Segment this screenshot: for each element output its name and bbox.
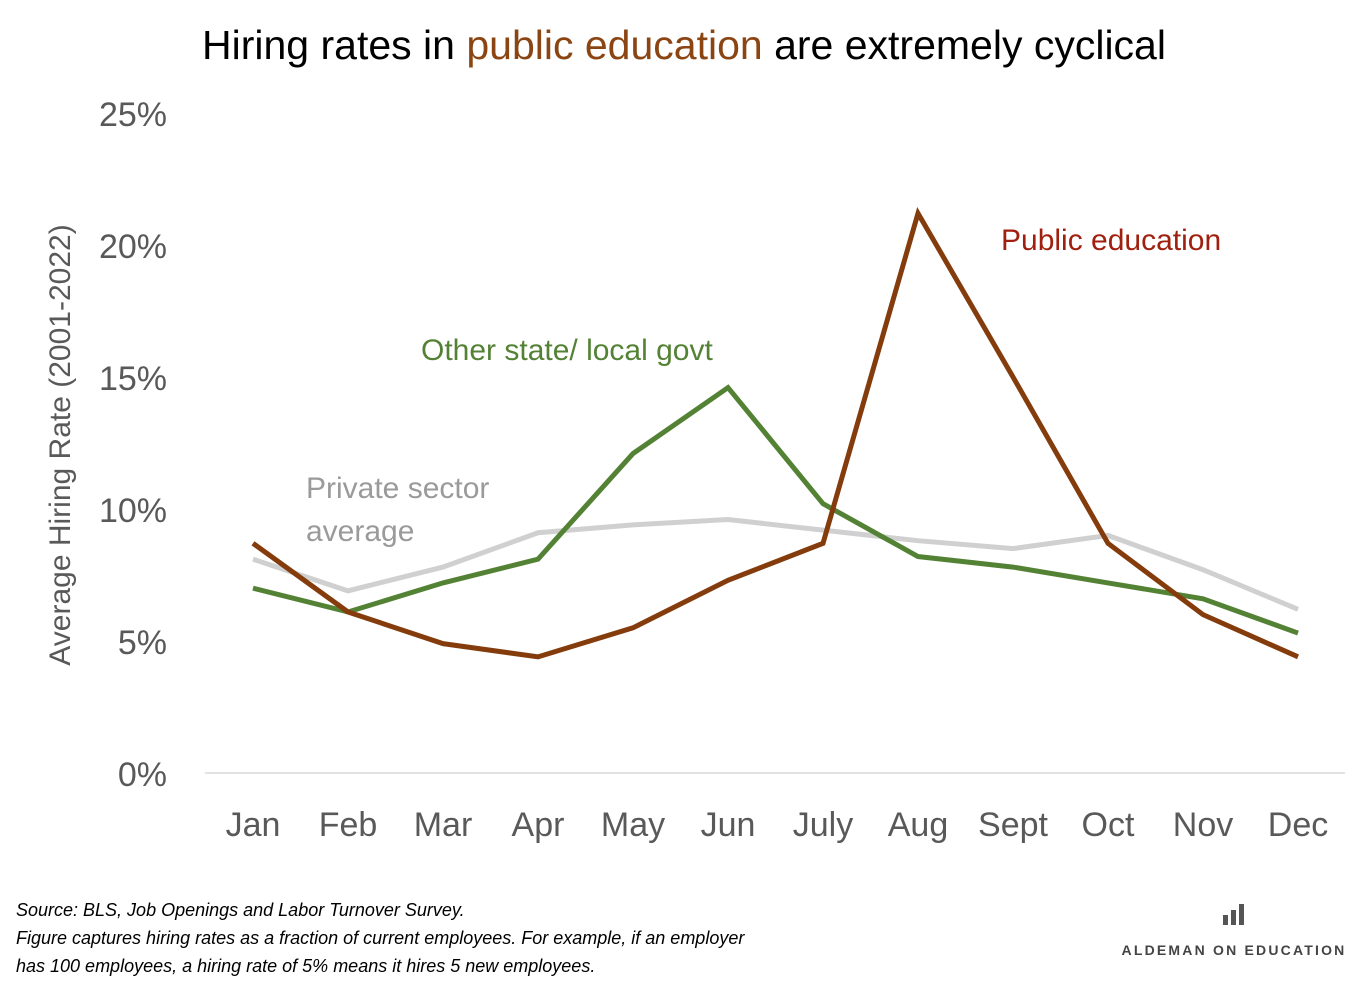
series-line-other-state-local-govt [252, 384, 1299, 636]
x-tick-label: Jan [226, 806, 281, 844]
brand-name: ALDEMAN ON EDUCATION [1121, 942, 1347, 958]
y-tick-label: 15% [99, 360, 167, 398]
title-highlight: public education [466, 22, 763, 68]
bar-chart-icon [1223, 904, 1244, 925]
source-note: Source: BLS, Job Openings and Labor Turn… [16, 900, 465, 920]
line-chart: 0% 5% 10% 15% 20% 25% Jan Feb Mar Apr May Jun July Au… [44, 96, 1345, 844]
x-tick-label: Feb [319, 806, 378, 844]
x-tick-label: Dec [1268, 806, 1328, 844]
footnote-line-2: has 100 employees, a hiring rate of 5% m… [16, 956, 596, 976]
series-line-public-education [251, 206, 1300, 660]
y-axis-label: Average Hiring Rate (2001-2022) [44, 224, 77, 665]
brand-logo: ALDEMAN ON EDUCATION [1114, 903, 1354, 958]
x-tick-label: July [793, 806, 853, 844]
x-tick-label: Oct [1082, 806, 1135, 844]
x-tick-label: Mar [414, 806, 473, 844]
title-suffix: are extremely cyclical [762, 22, 1166, 68]
series-line-private-sector [252, 517, 1299, 612]
x-tick-label: May [601, 806, 665, 844]
title-prefix: Hiring rates in [202, 22, 467, 68]
y-tick-label: 10% [99, 492, 167, 530]
chart-title: Hiring rates in public education are ext… [0, 22, 1368, 69]
y-tick-label: 20% [99, 228, 167, 266]
series-label-public-education: Public education [1001, 224, 1221, 257]
y-tick-label: 0% [118, 756, 167, 794]
series-label-other-state-local-govt: Other state/ local govt [421, 334, 713, 367]
series-label-private-sector: average [306, 515, 414, 548]
series-label-private-sector: Private sector [306, 472, 489, 505]
x-tick-label: Jun [701, 806, 756, 844]
x-tick-label: Aug [888, 806, 949, 844]
footnote-line-1: Figure captures hiring rates as a fracti… [16, 928, 745, 948]
x-tick-label: Sept [978, 806, 1048, 844]
y-tick-label: 5% [118, 624, 167, 662]
footer-notes: Source: BLS, Job Openings and Labor Turn… [16, 896, 744, 980]
x-tick-label: Nov [1173, 806, 1233, 844]
x-tick-label: Apr [512, 806, 565, 844]
y-tick-label: 25% [99, 96, 167, 134]
